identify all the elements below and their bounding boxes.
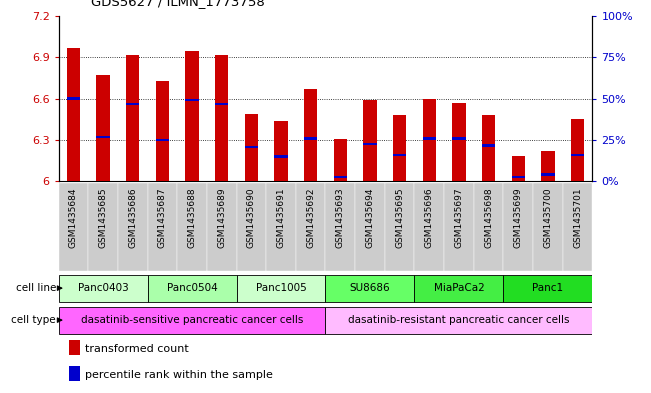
Bar — [355, 183, 385, 271]
Text: dasatinib-resistant pancreatic cancer cells: dasatinib-resistant pancreatic cancer ce… — [348, 315, 570, 325]
Bar — [452, 137, 465, 140]
Bar — [474, 183, 503, 271]
Text: GSM1435684: GSM1435684 — [69, 187, 78, 248]
Text: cell line: cell line — [16, 283, 59, 293]
Bar — [126, 55, 139, 181]
Text: MiaPaCa2: MiaPaCa2 — [434, 283, 484, 293]
Text: Panc0504: Panc0504 — [167, 283, 217, 293]
Bar — [422, 99, 436, 181]
Bar — [118, 183, 148, 271]
Bar — [156, 81, 169, 181]
Bar — [482, 144, 495, 147]
Bar — [385, 183, 415, 271]
Bar — [156, 139, 169, 141]
Bar — [96, 75, 110, 181]
Bar — [148, 183, 177, 271]
Text: GSM1435686: GSM1435686 — [128, 187, 137, 248]
Text: GSM1435690: GSM1435690 — [247, 187, 256, 248]
Bar — [482, 115, 495, 181]
Bar — [59, 307, 326, 334]
Bar — [503, 183, 533, 271]
Text: GSM1435698: GSM1435698 — [484, 187, 493, 248]
Bar — [89, 183, 118, 271]
Bar — [236, 183, 266, 271]
Bar — [533, 183, 562, 271]
Text: Panc1: Panc1 — [533, 283, 564, 293]
Bar — [186, 51, 199, 181]
Text: GSM1435692: GSM1435692 — [306, 187, 315, 248]
Bar — [304, 137, 317, 140]
Text: SU8686: SU8686 — [350, 283, 391, 293]
Bar — [571, 154, 584, 156]
Bar — [393, 115, 406, 181]
Bar — [512, 176, 525, 178]
Text: GSM1435699: GSM1435699 — [514, 187, 523, 248]
Bar — [415, 183, 444, 271]
Bar — [207, 183, 236, 271]
Text: GSM1435685: GSM1435685 — [98, 187, 107, 248]
Bar — [444, 183, 474, 271]
Bar — [59, 183, 89, 271]
Text: cell type: cell type — [11, 315, 59, 325]
Bar — [274, 155, 288, 158]
Text: percentile rank within the sample: percentile rank within the sample — [85, 369, 273, 380]
Bar — [67, 48, 80, 181]
Text: GSM1435696: GSM1435696 — [425, 187, 434, 248]
Bar — [541, 151, 555, 181]
Bar — [59, 275, 148, 302]
Text: GSM1435689: GSM1435689 — [217, 187, 226, 248]
Text: transformed count: transformed count — [85, 343, 189, 354]
Text: GSM1435695: GSM1435695 — [395, 187, 404, 248]
Bar — [266, 183, 296, 271]
Bar — [148, 275, 236, 302]
Text: GSM1435700: GSM1435700 — [544, 187, 553, 248]
Bar — [274, 121, 288, 181]
Bar — [69, 366, 80, 381]
Text: dasatinib-sensitive pancreatic cancer cells: dasatinib-sensitive pancreatic cancer ce… — [81, 315, 303, 325]
Bar — [236, 275, 326, 302]
Bar — [363, 100, 377, 181]
Bar — [96, 136, 110, 138]
Bar — [422, 137, 436, 140]
Bar — [503, 275, 592, 302]
Bar — [512, 156, 525, 181]
Bar — [177, 183, 207, 271]
Text: GSM1435693: GSM1435693 — [336, 187, 345, 248]
Bar — [67, 97, 80, 100]
Text: GSM1435697: GSM1435697 — [454, 187, 464, 248]
Text: GSM1435701: GSM1435701 — [573, 187, 582, 248]
Text: GSM1435687: GSM1435687 — [158, 187, 167, 248]
Bar — [245, 114, 258, 181]
Text: GSM1435691: GSM1435691 — [277, 187, 286, 248]
Text: Panc0403: Panc0403 — [77, 283, 128, 293]
Bar — [393, 154, 406, 156]
Bar — [334, 139, 347, 181]
Bar — [215, 103, 229, 105]
Bar — [186, 99, 199, 101]
Bar — [562, 183, 592, 271]
Bar — [326, 307, 592, 334]
Text: GDS5627 / ILMN_1773758: GDS5627 / ILMN_1773758 — [91, 0, 265, 8]
Bar — [215, 55, 229, 181]
Text: GSM1435694: GSM1435694 — [365, 187, 374, 248]
Bar — [334, 176, 347, 178]
Bar — [326, 275, 415, 302]
Bar — [571, 119, 584, 181]
Bar — [126, 103, 139, 105]
Bar — [452, 103, 465, 181]
Bar — [363, 143, 377, 145]
Bar — [296, 183, 326, 271]
Bar — [245, 145, 258, 148]
Text: Panc1005: Panc1005 — [256, 283, 307, 293]
Bar — [415, 275, 503, 302]
Bar — [69, 340, 80, 355]
Text: GSM1435688: GSM1435688 — [187, 187, 197, 248]
Bar — [326, 183, 355, 271]
Bar — [304, 89, 317, 181]
Bar — [541, 173, 555, 176]
